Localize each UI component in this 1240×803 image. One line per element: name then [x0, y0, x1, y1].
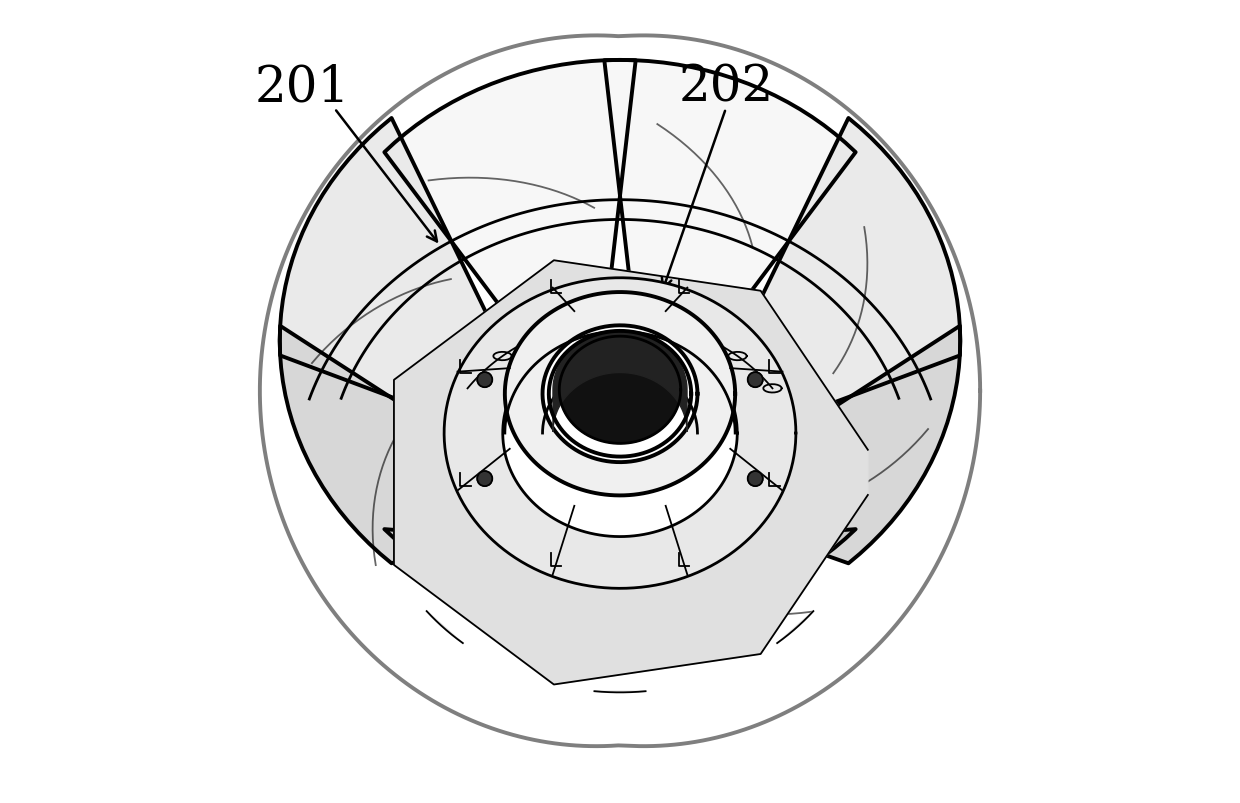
- Polygon shape: [740, 327, 960, 564]
- Polygon shape: [543, 326, 697, 463]
- Text: 201: 201: [254, 63, 350, 112]
- Polygon shape: [444, 279, 796, 589]
- Polygon shape: [384, 529, 636, 622]
- Polygon shape: [260, 36, 980, 746]
- Polygon shape: [394, 261, 868, 685]
- Polygon shape: [594, 691, 646, 692]
- Polygon shape: [543, 326, 697, 434]
- Polygon shape: [777, 611, 813, 643]
- Polygon shape: [740, 119, 960, 424]
- Polygon shape: [502, 330, 738, 537]
- Polygon shape: [604, 61, 856, 328]
- Polygon shape: [505, 292, 735, 434]
- Polygon shape: [427, 611, 463, 643]
- Polygon shape: [505, 292, 735, 495]
- Polygon shape: [384, 61, 636, 328]
- Circle shape: [748, 373, 763, 388]
- Circle shape: [477, 471, 492, 487]
- Circle shape: [477, 373, 492, 388]
- Polygon shape: [280, 327, 500, 564]
- Polygon shape: [553, 331, 687, 432]
- Text: 202: 202: [678, 63, 774, 112]
- Polygon shape: [559, 336, 681, 444]
- Circle shape: [748, 471, 763, 487]
- Polygon shape: [604, 529, 856, 622]
- Polygon shape: [280, 119, 500, 424]
